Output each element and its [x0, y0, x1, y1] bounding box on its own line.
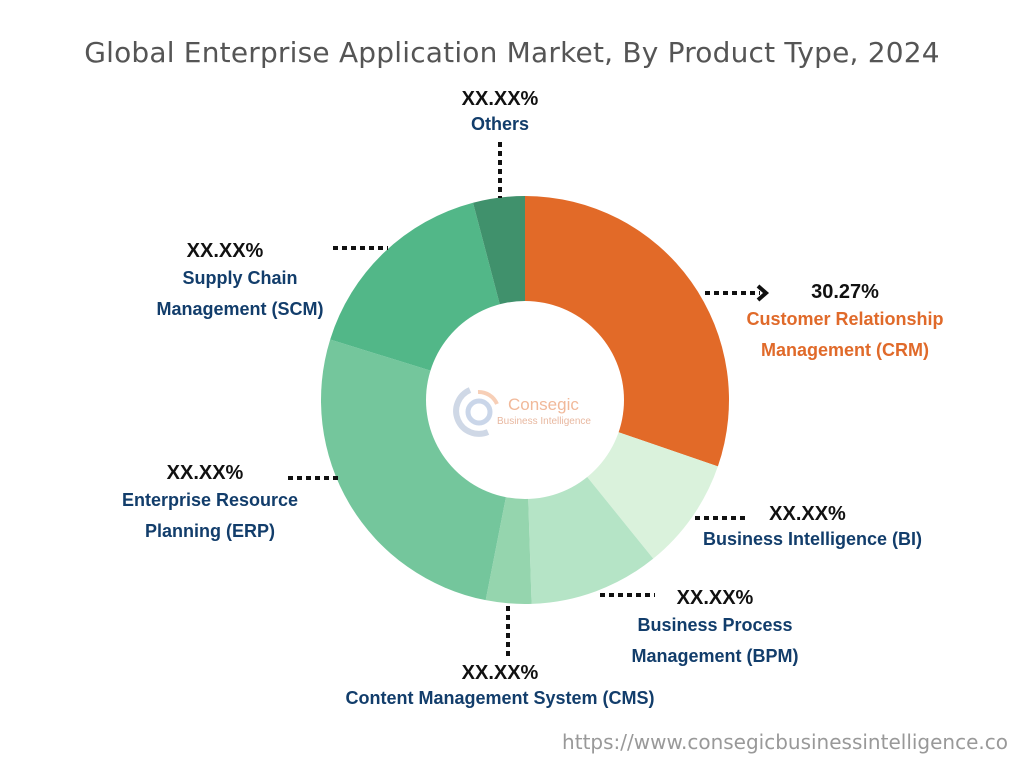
erp-name-2: Planning (ERP) — [145, 521, 275, 541]
scm-pct: XX.XX% — [186, 240, 264, 262]
bi-name: Business Intelligence (BI) — [702, 529, 923, 549]
cms-name: Content Management System (CMS) — [345, 688, 655, 708]
label-crm: 30.27% Customer Relationship Management … — [720, 281, 970, 366]
chart-title: Global Enterprise Application Market, By… — [84, 36, 940, 69]
others-name: Others — [470, 114, 530, 134]
label-others: XX.XX% Others — [420, 88, 580, 137]
bpm-pct: XX.XX% — [676, 587, 754, 609]
crm-name-2: Management (CRM) — [760, 340, 929, 360]
cms-pct: XX.XX% — [461, 662, 539, 684]
bpm-name-2: Management (BPM) — [631, 646, 799, 666]
scm-name-1: Supply Chain — [182, 268, 298, 288]
label-scm: XX.XX% Supply Chain Management (SCM) — [130, 240, 350, 325]
erp-pct: XX.XX% — [166, 462, 244, 484]
leader-lines — [288, 142, 760, 660]
erp-name-1: Enterprise Resource — [121, 490, 299, 510]
label-bpm: XX.XX% Business Process Management (BPM) — [605, 587, 825, 672]
arrow-icon — [756, 284, 770, 302]
scm-name-2: Management (SCM) — [156, 299, 324, 319]
source-url[interactable]: https://www.consegicbusinessintelligence… — [562, 730, 1008, 754]
watermark-brand: Consegic — [508, 395, 579, 414]
label-erp: XX.XX% Enterprise Resource Planning (ERP… — [95, 462, 325, 547]
label-cms: XX.XX% Content Management System (CMS) — [300, 662, 700, 711]
others-pct: XX.XX% — [461, 88, 539, 110]
watermark-logo-icon — [453, 387, 499, 437]
bpm-name-1: Business Process — [637, 615, 793, 635]
donut-slices — [321, 196, 729, 604]
bi-pct: XX.XX% — [769, 503, 846, 525]
crm-name-1: Customer Relationship — [746, 309, 944, 329]
crm-pct: 30.27% — [811, 281, 879, 303]
watermark-sub: Business Intelligence — [497, 416, 591, 427]
label-bi: XX.XX% Business Intelligence (BI) — [680, 503, 945, 552]
